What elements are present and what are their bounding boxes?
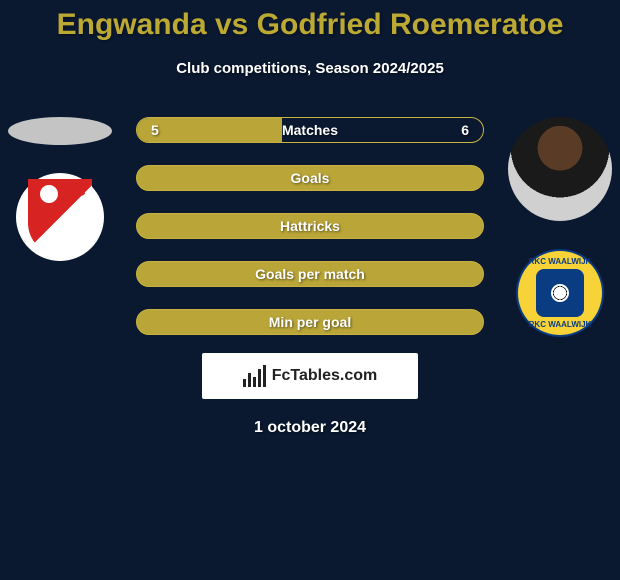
club-right-shield-icon xyxy=(536,269,584,317)
stat-label: Matches xyxy=(282,122,338,138)
stat-label: Min per goal xyxy=(269,314,351,330)
comparison-panel: RKC WAALWIJK RKC WAALWIJK 5 Matches 6 Go… xyxy=(0,117,620,335)
stat-left-value: 5 xyxy=(151,122,159,138)
club-right-label-top: RKC WAALWIJK xyxy=(518,257,602,266)
stat-label: Hattricks xyxy=(280,218,340,234)
stat-row-hattricks: Hattricks xyxy=(136,213,484,239)
page-subtitle: Club competitions, Season 2024/2025 xyxy=(0,60,620,77)
page-title: Engwanda vs Godfried Roemeratoe xyxy=(0,0,620,42)
right-player-column: RKC WAALWIJK RKC WAALWIJK xyxy=(508,117,612,337)
stat-right-value: 6 xyxy=(461,122,469,138)
stat-row-min-per-goal: Min per goal xyxy=(136,309,484,335)
club-left-badge xyxy=(16,173,104,261)
club-left-shield-icon xyxy=(28,179,92,255)
left-player-column xyxy=(8,117,112,261)
branding-box: FcTables.com xyxy=(202,353,418,399)
branding-text: FcTables.com xyxy=(272,367,378,385)
stat-label: Goals per match xyxy=(255,266,365,282)
stat-row-goals: Goals xyxy=(136,165,484,191)
club-right-label-bottom: RKC WAALWIJK xyxy=(518,320,602,329)
stat-row-matches: 5 Matches 6 xyxy=(136,117,484,143)
player-right-avatar xyxy=(508,117,612,221)
stats-list: 5 Matches 6 Goals Hattricks Goals per ma… xyxy=(135,117,485,335)
stat-row-goals-per-match: Goals per match xyxy=(136,261,484,287)
stat-label: Goals xyxy=(291,170,330,186)
club-right-badge: RKC WAALWIJK RKC WAALWIJK xyxy=(516,249,604,337)
player-left-avatar xyxy=(8,117,112,145)
chart-icon xyxy=(243,365,266,387)
footer-date: 1 october 2024 xyxy=(0,419,620,437)
